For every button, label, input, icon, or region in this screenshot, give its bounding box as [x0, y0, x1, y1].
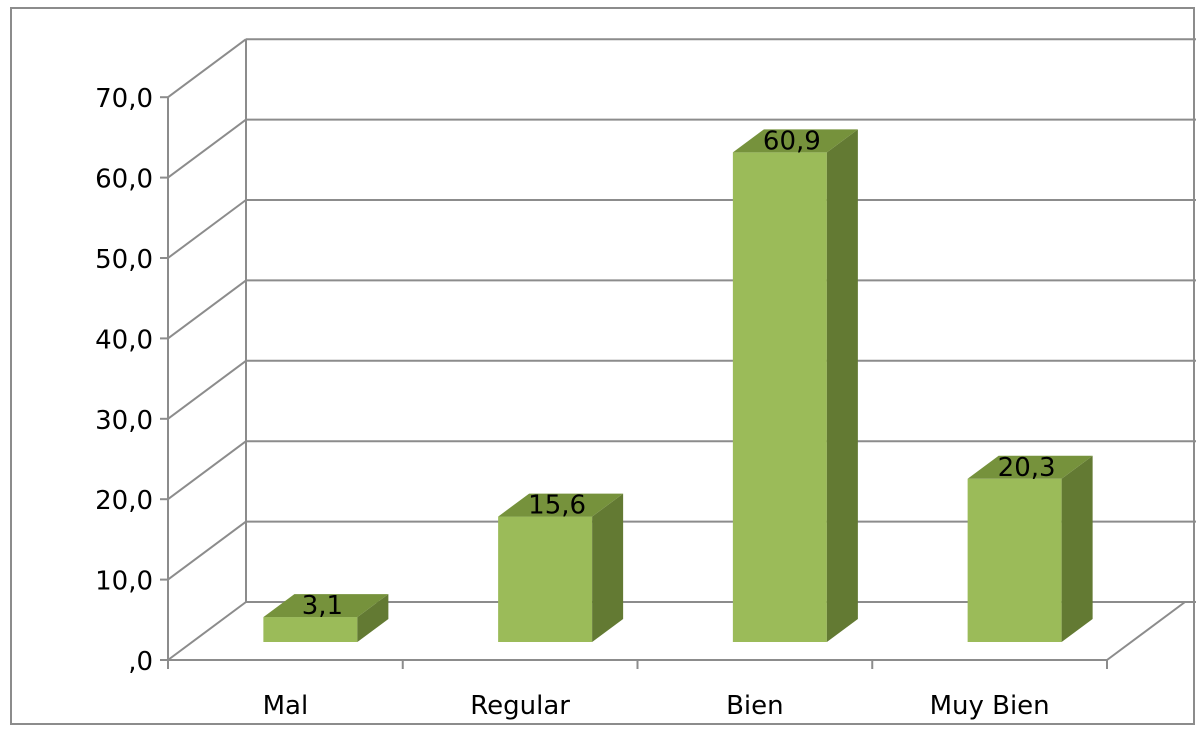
- bar-top-face: [967, 455, 1093, 479]
- gridlines: [167, 38, 1196, 603]
- y-tick-label: 70,0: [95, 84, 153, 114]
- bars: [263, 129, 1093, 642]
- gridline-side-6: [167, 118, 247, 179]
- bar-side-face: [357, 594, 389, 642]
- data-label: 60,9: [763, 126, 821, 156]
- bar-front-face: [732, 152, 827, 642]
- y-tick-label: 60,0: [95, 165, 153, 195]
- gridline-side-1: [167, 520, 247, 581]
- bar-top-face: [498, 493, 624, 517]
- x-tick-label: Bien: [726, 691, 784, 721]
- y-tick-label: 20,0: [95, 486, 153, 516]
- gridline-side-7: [167, 38, 247, 99]
- x-axis-tick-labels: Mal Regular Bien Muy Bien: [263, 691, 1050, 721]
- gridline-side-4: [167, 279, 247, 340]
- y-tick-label: 40,0: [95, 325, 153, 355]
- bar-top-face: [263, 594, 389, 618]
- bar-top-face: [732, 129, 858, 153]
- y-tick-label: ,0: [128, 647, 153, 677]
- y-tick-label: 30,0: [95, 406, 153, 436]
- x-tick-label: Mal: [263, 691, 309, 721]
- bar-bien: [732, 129, 858, 642]
- data-label: 20,3: [998, 453, 1056, 483]
- bar-front-face: [967, 478, 1062, 642]
- data-label: 3,1: [302, 591, 343, 621]
- bar-regular: [498, 493, 624, 642]
- bar-side-face: [1061, 455, 1093, 642]
- gridline-side-2: [167, 440, 247, 501]
- bar-mal: [263, 594, 389, 642]
- gridline-side-3: [167, 359, 247, 420]
- bar-front-face: [498, 516, 593, 642]
- data-label: 15,6: [528, 491, 586, 521]
- bar-front-face: [263, 617, 358, 642]
- gridline-side-5: [167, 199, 247, 259]
- x-tick-label: Muy Bien: [930, 691, 1050, 721]
- bar-muy-bien: [967, 455, 1093, 642]
- bar-side-face: [826, 129, 858, 642]
- bar-side-face: [592, 493, 624, 642]
- y-tick-label: 50,0: [95, 245, 153, 275]
- data-labels: 3,1 15,6 60,9 20,3: [302, 126, 1056, 621]
- axes: [160, 96, 1186, 669]
- y-tick-label: 10,0: [95, 567, 153, 597]
- y-axis-tick-labels: ,0 10,0 20,0 30,0 40,0 50,0 60,0 70,0: [95, 84, 153, 677]
- floor-right-edge: [1106, 601, 1186, 661]
- floor-left-edge: [167, 601, 247, 661]
- x-tick-label: Regular: [470, 691, 570, 721]
